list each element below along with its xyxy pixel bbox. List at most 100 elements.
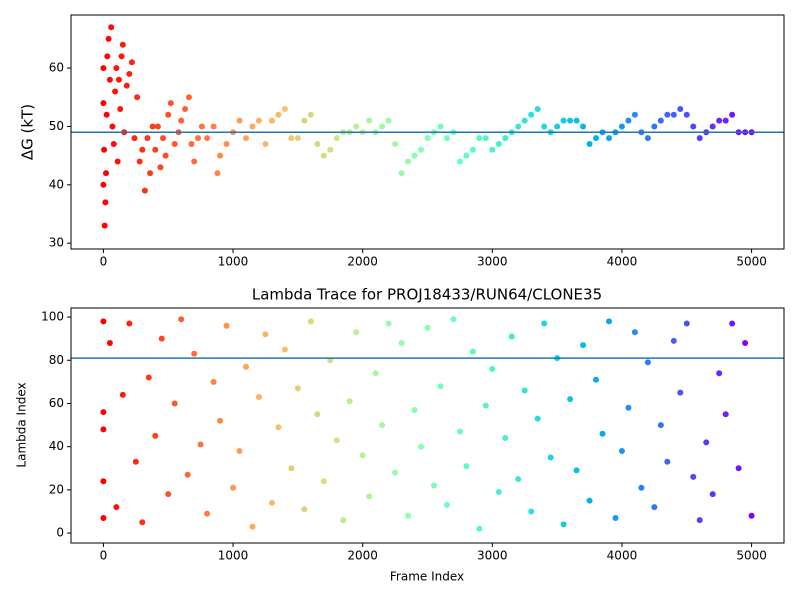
data-point [320, 478, 327, 485]
x-axis-label: Frame Index [390, 570, 464, 584]
data-point [198, 123, 205, 130]
data-point [593, 376, 600, 383]
data-point [217, 152, 224, 159]
data-point [722, 117, 729, 124]
data-point [136, 158, 143, 165]
data-point [147, 170, 154, 177]
y-tick-label: 40 [49, 177, 64, 191]
data-point [152, 432, 159, 439]
data-point [301, 506, 308, 513]
data-point [113, 65, 120, 72]
data-point [210, 378, 217, 385]
data-point [463, 152, 470, 159]
data-point [145, 374, 152, 381]
x-tick-label: 4000 [607, 255, 638, 269]
x-tick-label: 2000 [347, 255, 378, 269]
data-point [157, 164, 164, 171]
data-point [106, 339, 113, 346]
data-point [249, 523, 256, 530]
data-point [502, 435, 509, 442]
data-point [742, 339, 749, 346]
data-point [495, 489, 502, 496]
data-point [716, 117, 723, 124]
data-point [489, 365, 496, 372]
data-point [249, 123, 256, 130]
data-point [580, 123, 587, 130]
y-tick-label: 100 [41, 310, 64, 324]
data-point [314, 140, 321, 147]
data-point [567, 396, 574, 403]
data-point [709, 123, 716, 130]
data-point [437, 383, 444, 390]
data-point [541, 320, 548, 327]
data-point [690, 473, 697, 480]
data-point [443, 501, 450, 508]
data-point [195, 135, 202, 142]
data-point [171, 400, 178, 407]
data-point [314, 411, 321, 418]
data-point [450, 316, 457, 323]
y-tick-label: 50 [49, 119, 64, 133]
data-point [113, 504, 120, 511]
data-point [101, 222, 108, 229]
data-point [191, 158, 198, 165]
data-point [294, 135, 301, 142]
data-point [722, 411, 729, 418]
data-point [430, 482, 437, 489]
data-point [443, 135, 450, 142]
data-point [392, 140, 399, 147]
data-point [275, 424, 282, 431]
data-point [134, 94, 141, 101]
data-point [288, 465, 295, 472]
data-point [262, 331, 269, 338]
data-point [104, 53, 111, 60]
data-point [154, 123, 161, 130]
data-point [165, 491, 172, 498]
data-point [528, 111, 535, 118]
data-point [625, 117, 632, 124]
data-point [482, 402, 489, 409]
y-axis-label: ΔG (kT) [19, 104, 37, 160]
data-point [210, 123, 217, 130]
data-point [119, 41, 126, 48]
data-point [103, 170, 110, 177]
data-point [554, 123, 561, 130]
data-point [320, 152, 327, 159]
data-point [223, 322, 230, 329]
data-point [379, 422, 386, 429]
x-tick-label: 1000 [218, 255, 249, 269]
data-point [424, 324, 431, 331]
data-point [243, 363, 250, 370]
data-point [385, 320, 392, 327]
data-point [123, 82, 130, 89]
data-point [165, 111, 172, 118]
data-point [586, 140, 593, 147]
data-point [110, 140, 117, 147]
y-tick-label: 60 [49, 61, 64, 75]
data-point [677, 389, 684, 396]
x-tick-label: 4000 [607, 549, 638, 563]
x-tick-label: 0 [100, 549, 108, 563]
data-point [573, 467, 580, 474]
data-point [463, 463, 470, 470]
data-point [534, 415, 541, 422]
data-point [100, 318, 107, 325]
data-point [139, 146, 146, 153]
plot-frame [70, 14, 785, 250]
data-point [191, 350, 198, 357]
data-point [664, 458, 671, 465]
data-point [132, 458, 139, 465]
data-point [327, 146, 334, 153]
data-point [664, 111, 671, 118]
data-point [644, 135, 651, 142]
data-point [657, 422, 664, 429]
data-point [126, 320, 133, 327]
data-point [405, 512, 412, 519]
data-point [281, 105, 288, 112]
data-point [618, 123, 625, 130]
data-point [398, 339, 405, 346]
data-point [100, 100, 107, 107]
data-point [118, 53, 125, 60]
data-point [114, 158, 121, 165]
data-point [109, 123, 116, 130]
